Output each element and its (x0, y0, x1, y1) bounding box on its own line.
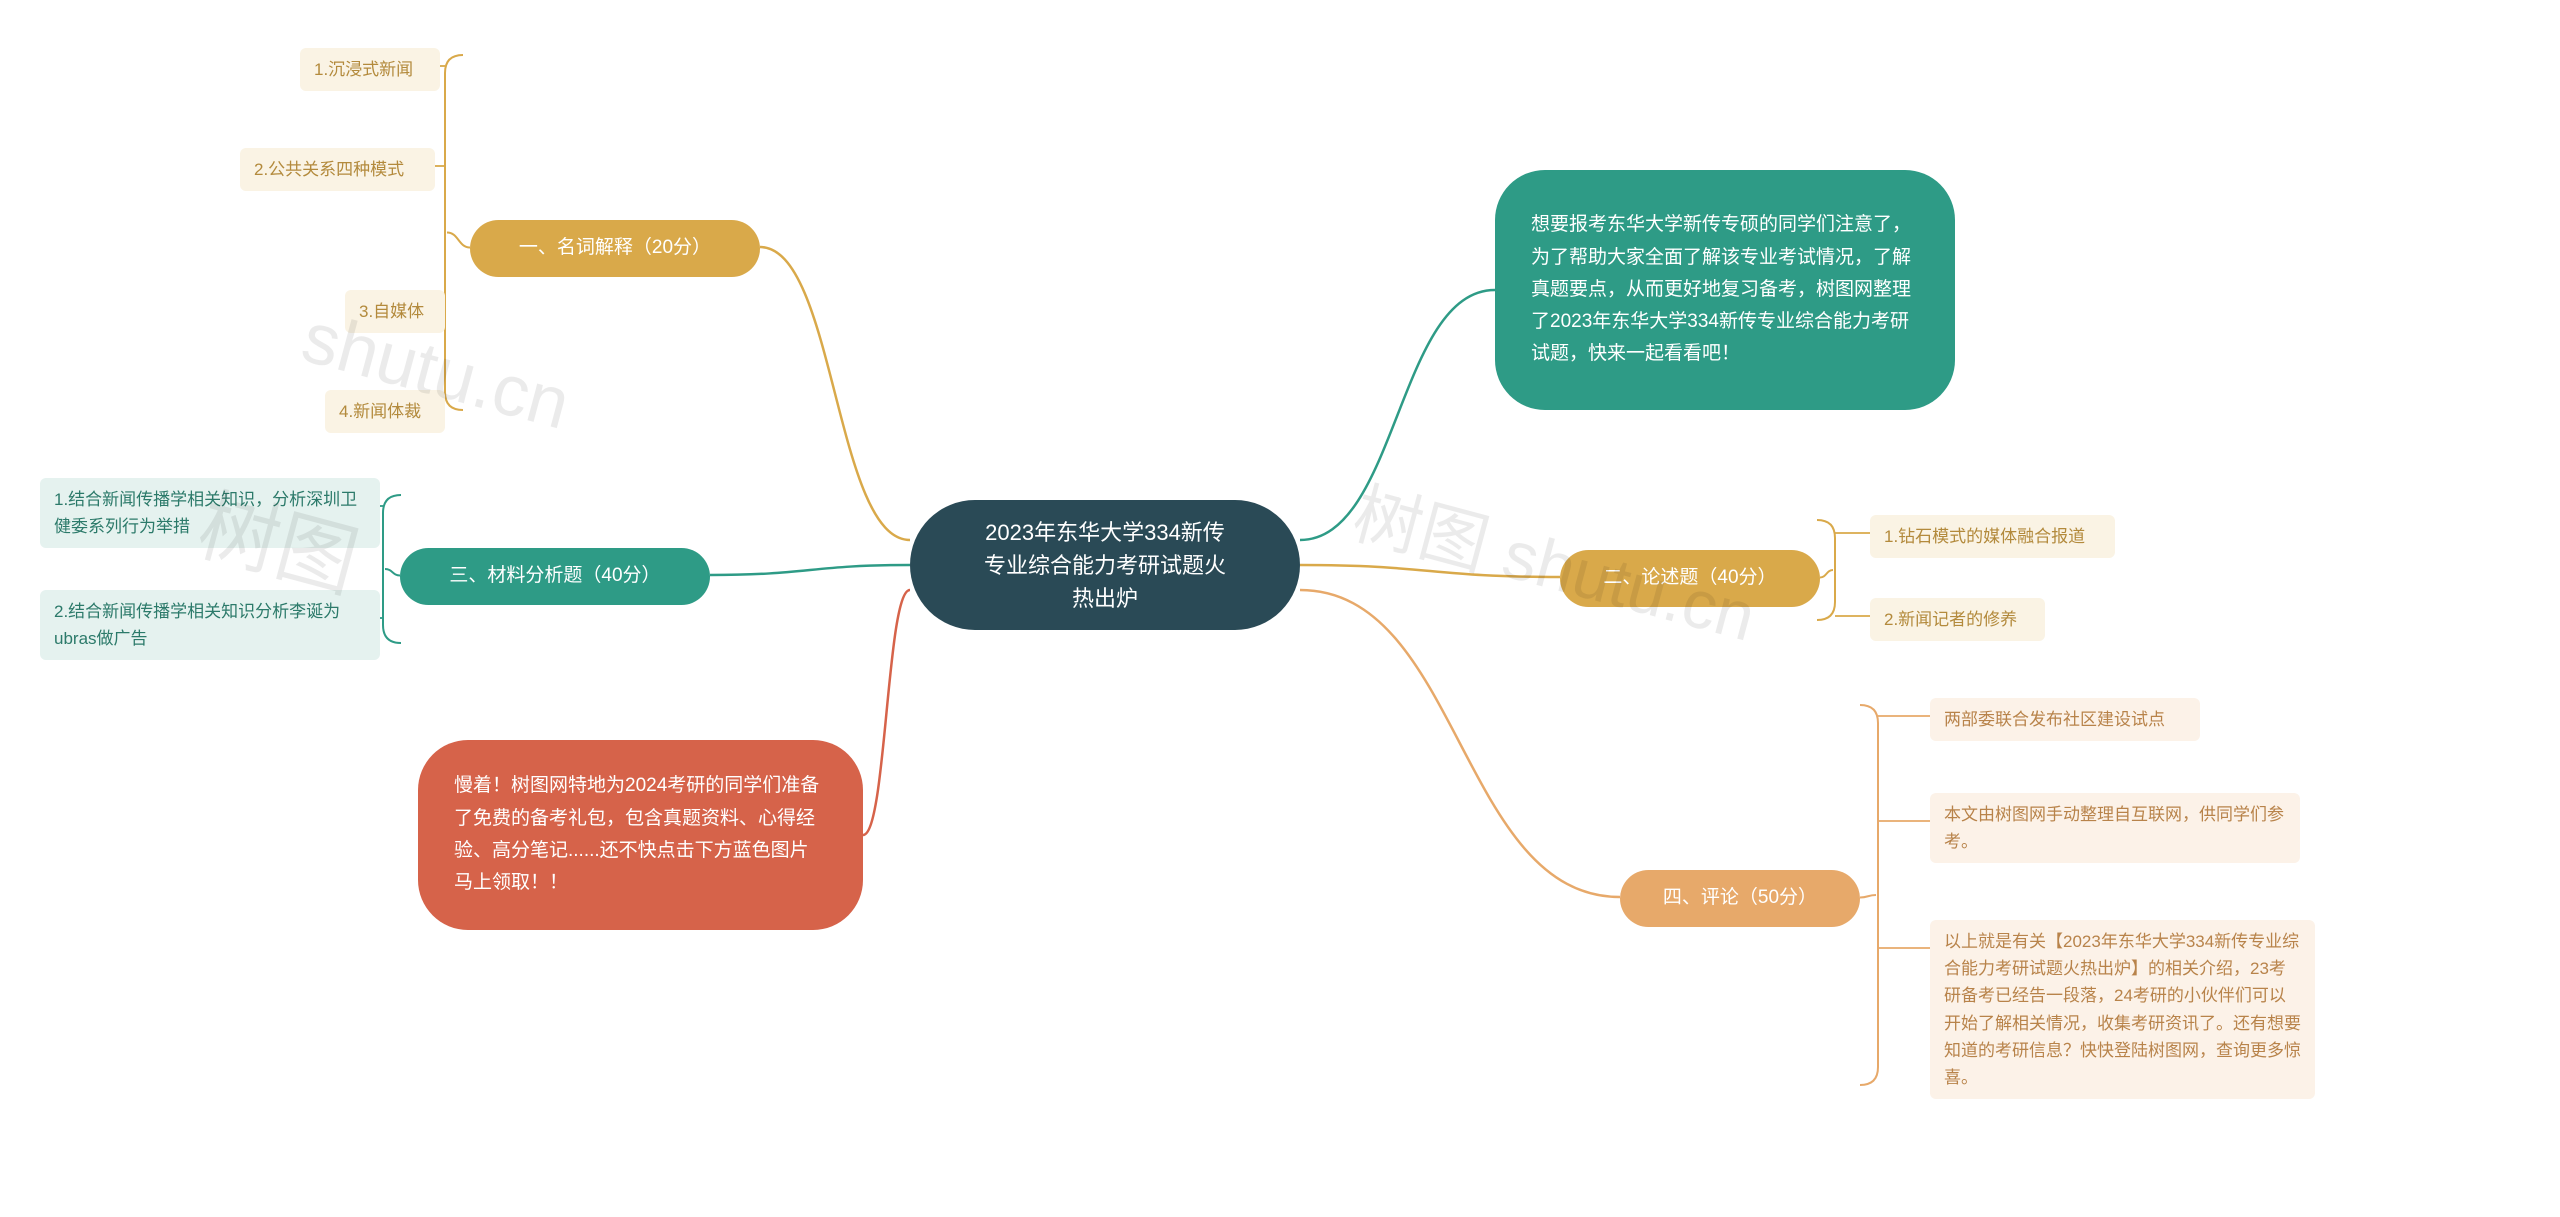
branch-section2: 二、论述题（40分） (1560, 550, 1820, 607)
branch-intro: 想要报考东华大学新传专硕的同学们注意了，为了帮助大家全面了解该专业考试情况，了解… (1495, 170, 1955, 410)
leaf-section1-1: 2.公共关系四种模式 (240, 148, 435, 191)
leaf-section1-3: 4.新闻体裁 (325, 390, 445, 433)
leaf-section1-2: 3.自媒体 (345, 290, 445, 333)
branch-promo: 慢着！树图网特地为2024考研的同学们准备了免费的备考礼包，包含真题资料、心得经… (418, 740, 863, 930)
central-node: 2023年东华大学334新传专业综合能力考研试题火热出炉 (910, 500, 1300, 630)
leaf-section4-1: 本文由树图网手动整理自互联网，供同学们参考。 (1930, 793, 2300, 863)
leaf-section1-0: 1.沉浸式新闻 (300, 48, 440, 91)
leaf-section4-0: 两部委联合发布社区建设试点 (1930, 698, 2200, 741)
branch-section3: 三、材料分析题（40分） (400, 548, 710, 605)
leaf-section2-1: 2.新闻记者的修养 (1870, 598, 2045, 641)
leaf-section3-0: 1.结合新闻传播学相关知识，分析深圳卫健委系列行为举措 (40, 478, 380, 548)
leaf-section3-1: 2.结合新闻传播学相关知识分析李诞为ubras做广告 (40, 590, 380, 660)
branch-section4: 四、评论（50分） (1620, 870, 1860, 927)
branch-section1: 一、名词解释（20分） (470, 220, 760, 277)
leaf-section4-2: 以上就是有关【2023年东华大学334新传专业综合能力考研试题火热出炉】的相关介… (1930, 920, 2315, 1099)
leaf-section2-0: 1.钻石模式的媒体融合报道 (1870, 515, 2115, 558)
